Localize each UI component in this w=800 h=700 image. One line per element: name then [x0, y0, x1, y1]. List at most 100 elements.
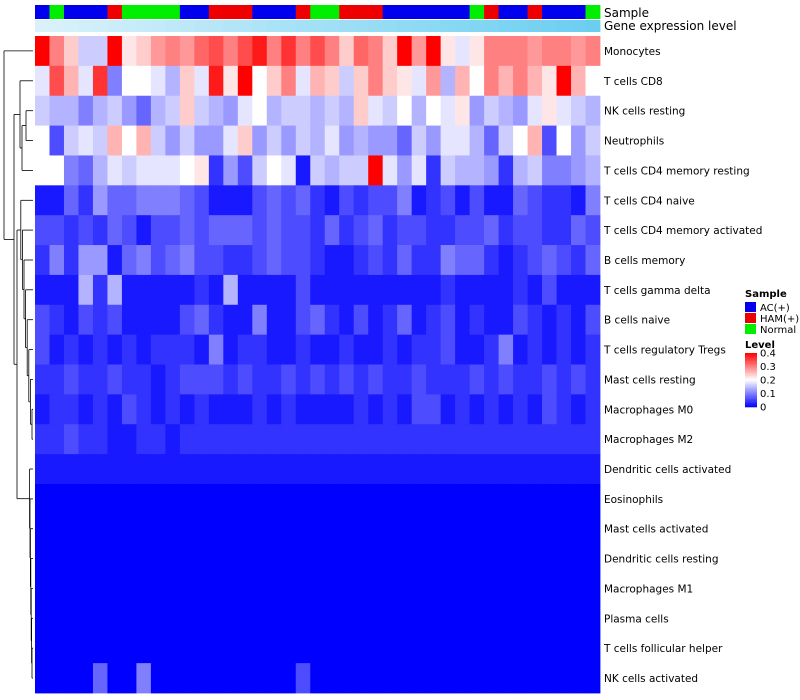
- heatmap-cell: [165, 95, 181, 126]
- heatmap-cell: [455, 603, 471, 634]
- heatmap-cell: [498, 36, 514, 67]
- heatmap-cell: [92, 633, 108, 664]
- heatmap-cell: [165, 483, 181, 515]
- heatmap-cell: [368, 633, 384, 664]
- heatmap-cell: [513, 364, 528, 395]
- heatmap-cell: [513, 633, 528, 664]
- heatmap-cell: [498, 454, 514, 485]
- annotation-gene-expression-cell: [484, 20, 499, 32]
- heatmap-cell: [455, 215, 471, 246]
- legend-gradient-step: [745, 359, 757, 362]
- heatmap-cell: [49, 185, 65, 216]
- heatmap-cell: [527, 95, 543, 126]
- heatmap-cell: [585, 215, 601, 246]
- heatmap-cell: [455, 185, 471, 216]
- heatmap-cell: [194, 215, 210, 246]
- heatmap-cell: [411, 65, 427, 97]
- legend-sample-label: HAM(+): [760, 314, 799, 325]
- heatmap-cell: [324, 543, 340, 574]
- heatmap-cell: [252, 304, 268, 336]
- heatmap-cell: [49, 394, 65, 425]
- heatmap-cell: [194, 95, 210, 126]
- heatmap-cell: [208, 185, 224, 216]
- heatmap-cell: [397, 125, 413, 156]
- heatmap-cell: [78, 394, 94, 425]
- annotation-sample-cell: [368, 5, 384, 19]
- heatmap-cell: [150, 513, 166, 545]
- heatmap-cell: [179, 36, 195, 67]
- heatmap-cell: [397, 394, 413, 425]
- heatmap-cell: [237, 513, 253, 545]
- row-label: NK cells resting: [604, 106, 685, 118]
- heatmap-cell: [397, 573, 413, 604]
- annotation-gene-expression-cell: [252, 20, 268, 32]
- heatmap-cell: [353, 155, 369, 186]
- heatmap-cell: [107, 155, 123, 186]
- heatmap-cell: [136, 603, 152, 634]
- heatmap-cell: [513, 663, 528, 694]
- heatmap-cell: [585, 185, 601, 216]
- heatmap-cell: [237, 633, 253, 664]
- heatmap-cell: [194, 513, 210, 545]
- heatmap-cell: [426, 573, 442, 604]
- legend-gradient-step: [745, 384, 757, 386]
- row-label: Mast cells activated: [604, 524, 708, 536]
- legend-gradient-step: [745, 354, 757, 356]
- heatmap-cell: [165, 274, 181, 306]
- heatmap-cell: [498, 65, 514, 97]
- heatmap-cell: [49, 334, 65, 365]
- heatmap-cell: [165, 394, 181, 425]
- annotation-sample-cell: [266, 5, 282, 19]
- heatmap-cell: [78, 364, 94, 395]
- heatmap-cell: [469, 155, 485, 186]
- heatmap-cell: [571, 245, 586, 276]
- heatmap-cell: [469, 603, 485, 634]
- heatmap-cell: [237, 573, 253, 604]
- heatmap-cell: [252, 65, 268, 97]
- legend-sample-label: Normal: [760, 325, 796, 336]
- legend-gradient-step: [745, 402, 757, 405]
- legend-gradient-step: [745, 398, 757, 401]
- annotation-gene-expression-cell: [469, 20, 485, 32]
- heatmap-cell: [585, 334, 601, 365]
- heatmap-cell: [324, 304, 340, 336]
- heatmap-cell: [208, 454, 224, 485]
- heatmap-cell: [353, 394, 369, 425]
- heatmap-cell: [484, 633, 499, 664]
- annotation-sample-cell: [571, 5, 586, 19]
- annotation-sample-cell: [136, 5, 152, 19]
- heatmap-cell: [324, 663, 340, 694]
- heatmap-cell: [223, 663, 239, 694]
- annotation-gene-expression-cell: [368, 20, 384, 32]
- heatmap-cell: [484, 603, 499, 634]
- heatmap-cell: [353, 245, 369, 276]
- heatmap-cell: [252, 543, 268, 574]
- annotation-sample-cell: [107, 5, 123, 19]
- heatmap-cell: [194, 65, 210, 97]
- heatmap-cell: [484, 394, 499, 425]
- heatmap-cell: [107, 334, 123, 365]
- annotation-sample-cell: [150, 5, 166, 19]
- heatmap-cell: [484, 125, 499, 156]
- heatmap-cell: [136, 633, 152, 664]
- heatmap-cell: [484, 185, 499, 216]
- heatmap-cell: [78, 424, 94, 455]
- heatmap-cell: [150, 185, 166, 216]
- heatmap-cell: [556, 304, 572, 336]
- heatmap-cell: [281, 543, 297, 574]
- heatmap-cell: [556, 185, 572, 216]
- heatmap-cell: [426, 454, 442, 485]
- heatmap-cell: [179, 573, 195, 604]
- heatmap-cell: [411, 513, 427, 545]
- heatmap-cell: [179, 483, 195, 515]
- heatmap-cell: [542, 573, 557, 604]
- heatmap-cell: [281, 95, 297, 126]
- heatmap-cell: [571, 394, 586, 425]
- heatmap-cell: [252, 364, 268, 395]
- heatmap-cell: [426, 334, 442, 365]
- legend-gradient-step: [745, 388, 757, 390]
- heatmap-cell: [556, 483, 572, 515]
- heatmap-cell: [382, 573, 398, 604]
- heatmap-cell: [92, 364, 108, 395]
- annotation-sample-cell: [556, 5, 572, 19]
